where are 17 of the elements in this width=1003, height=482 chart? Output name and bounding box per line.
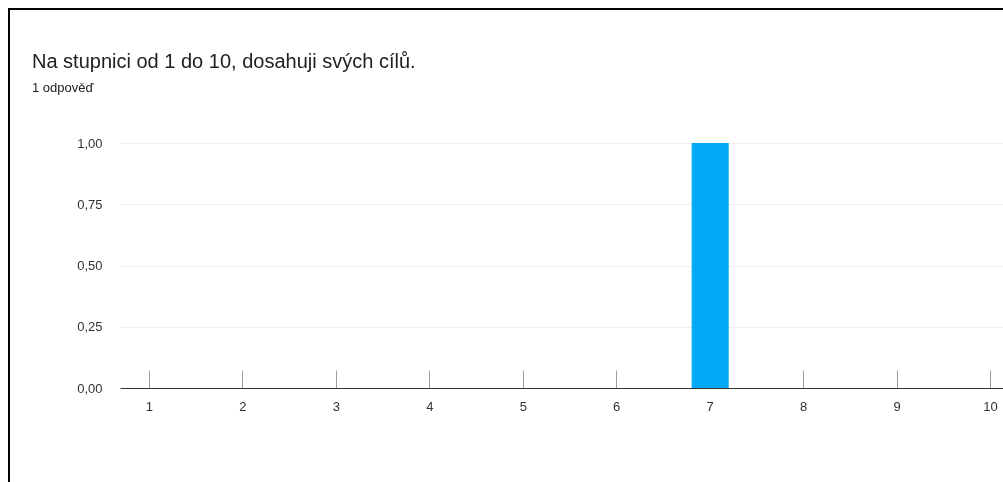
x-tick-label: 9 xyxy=(893,398,901,414)
x-tick-label: 5 xyxy=(519,398,527,414)
chart-subtitle: 1 odpověď xyxy=(32,80,95,95)
x-tick-label: 10 xyxy=(983,398,998,414)
x-tick-label: 6 xyxy=(613,398,621,414)
x-tick-label: 4 xyxy=(426,398,434,414)
chart-title: Na stupnici od 1 do 10, dosahuji svých cílů. xyxy=(32,50,416,72)
x-tick-label: 7 xyxy=(706,398,714,414)
y-tick-label: 1,00 xyxy=(77,135,103,151)
y-tick-label: 0,50 xyxy=(77,258,103,273)
y-tick-label: 0,25 xyxy=(77,319,103,335)
x-tick-label: 1 xyxy=(145,398,154,414)
x-tick-label: 8 xyxy=(800,398,808,414)
x-tick-label: 3 xyxy=(332,398,340,414)
x-tick-label: 2 xyxy=(239,398,247,414)
y-tick-label: 0,00 xyxy=(77,380,103,396)
y-tick-label: 0,75 xyxy=(77,196,103,212)
